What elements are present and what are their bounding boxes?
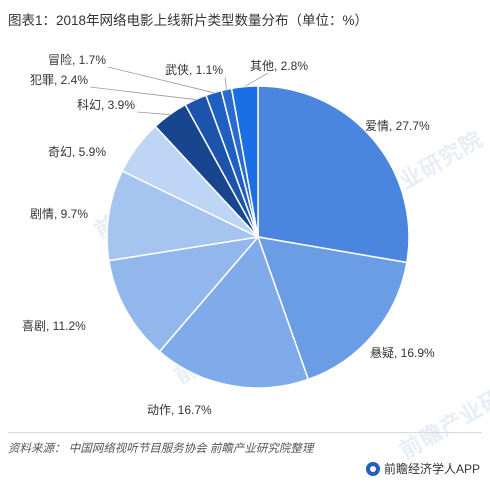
leader-lines [89, 66, 269, 115]
pie-slice-1 [257, 85, 410, 264]
footer-divider [8, 432, 482, 433]
slice-labels: 爱情, 27.7% 悬疑, 16.9% 动作, 16.7% 喜剧, 11.2% 剧情, … [22, 52, 435, 417]
slice-label-8: 犯罪, 2.4% [30, 73, 88, 87]
pie-slice-4 [108, 235, 260, 353]
brand-badge: 前瞻经济学人APP [365, 460, 480, 477]
slice-label-3: 动作, 16.7% [147, 403, 212, 417]
slice-label-9: 冒险, 1.7% [48, 52, 106, 67]
pie-chart: 爱情, 27.7% 悬疑, 16.9% 动作, 16.7% 喜剧, 11.2% 剧情, … [22, 52, 435, 417]
leader-line-7 [136, 111, 170, 115]
chart-title: 图表1：2018年网络电影上线新片类型数量分布（单位：%） [8, 13, 369, 28]
slice-label-10: 武侠, 1.1% [165, 63, 223, 77]
pie-slice-2 [256, 236, 408, 381]
slice-label-1: 爱情, 27.7% [365, 119, 430, 133]
slice-label-11: 其他, 2.8% [250, 59, 308, 73]
slice-label-2: 悬疑, 16.9% [370, 345, 435, 360]
brand-logo-icon [365, 461, 380, 476]
pie-slices [106, 85, 410, 389]
source-note: 资料来源： 中国网络视听节目服务协会 前瞻产业研究院整理 [8, 443, 314, 455]
slice-label-7: 科幻, 3.9% [77, 98, 135, 112]
slice-label-4: 喜剧, 11.2% [22, 319, 86, 333]
leader-line-10 [224, 76, 227, 90]
slice-label-5: 剧情, 9.7% [30, 207, 88, 221]
leader-line-9 [107, 66, 214, 94]
pie-slice-5 [106, 169, 261, 262]
slice-label-6: 奇幻, 5.9% [48, 145, 106, 159]
pie-slice-3 [158, 235, 310, 389]
leader-line-11 [244, 72, 269, 87]
leader-line-8 [89, 86, 196, 100]
brand-label: 前瞻经济学人APP [383, 462, 480, 476]
